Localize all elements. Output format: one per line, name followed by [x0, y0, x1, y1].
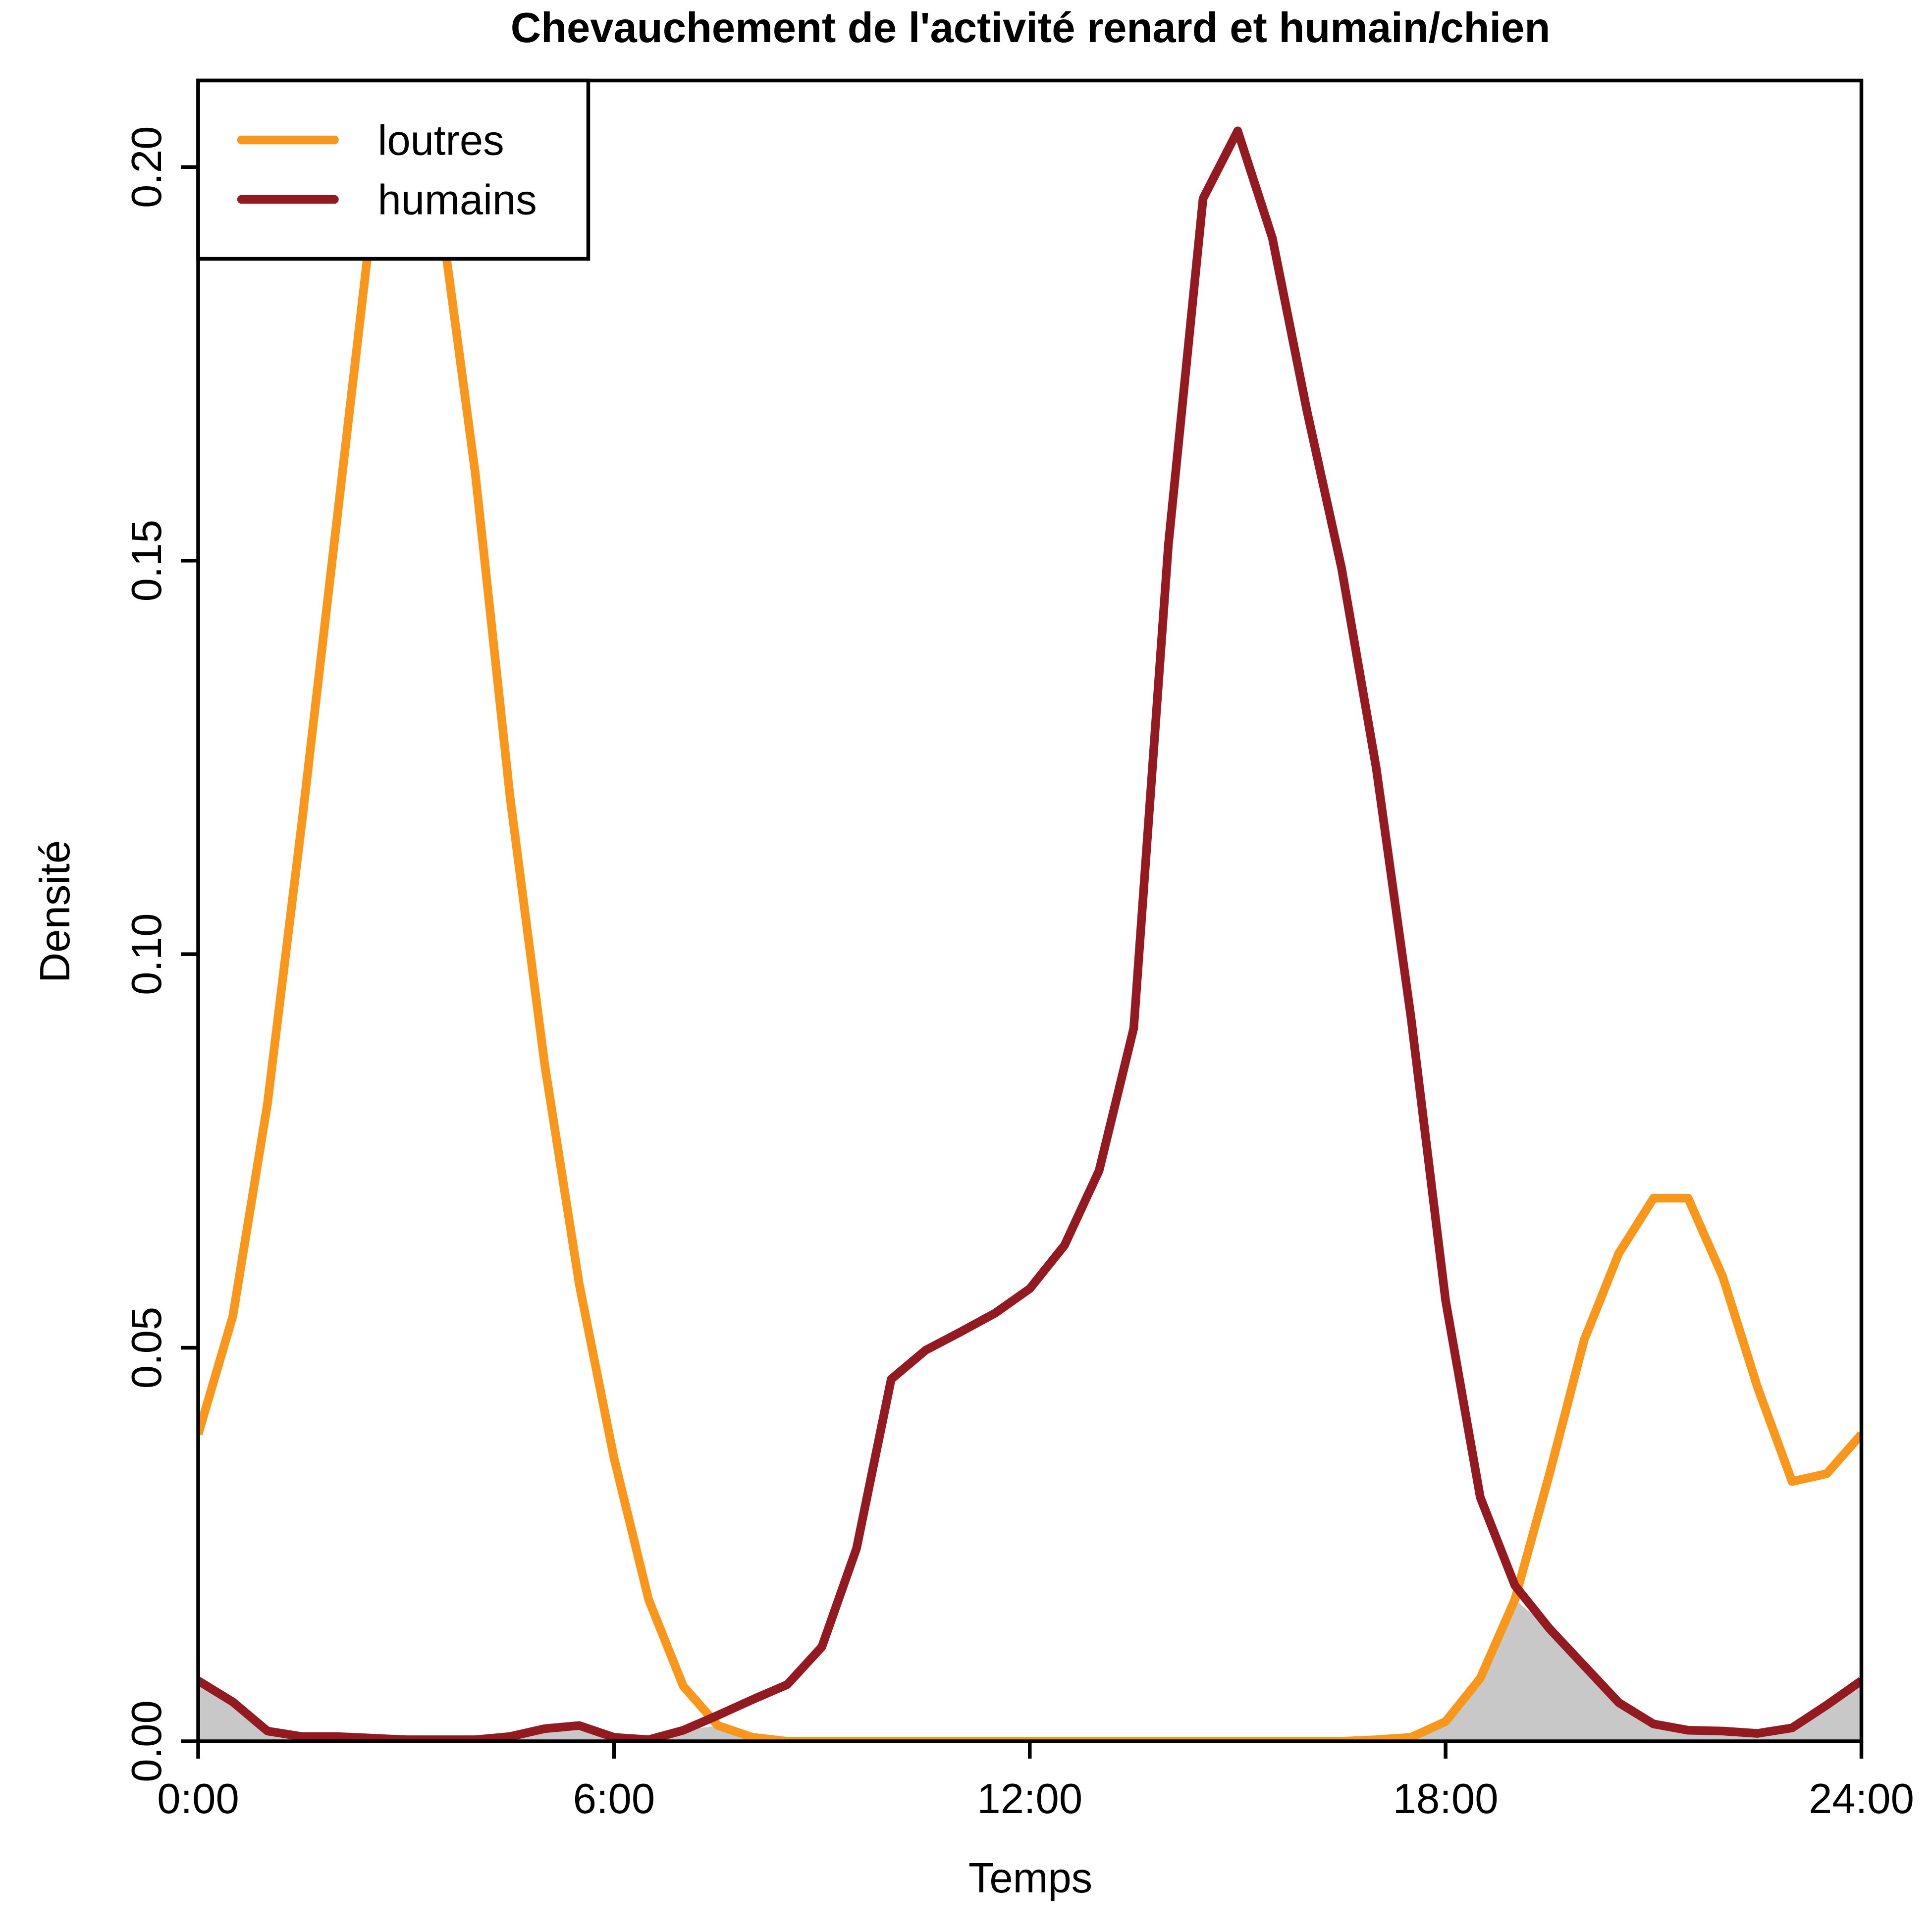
plot-area [198, 80, 1862, 1741]
y-tick-label: 0.05 [123, 1307, 170, 1389]
line-series [198, 126, 1862, 1741]
y-tick-label: 0.10 [123, 913, 170, 995]
y-tick-label: 0.00 [123, 1700, 170, 1782]
legend-label: loutres [378, 117, 504, 164]
y-tick-label: 0.15 [123, 520, 170, 601]
overlap-area [198, 1600, 1862, 1741]
x-tick-label: 12:00 [977, 1775, 1082, 1823]
legend-box [196, 78, 590, 261]
legend-label: humains [378, 177, 537, 224]
y-axis-label: Densité [32, 840, 79, 983]
y-tick-label: 0.20 [123, 126, 170, 208]
x-axis-label: Temps [968, 1855, 1092, 1902]
plot-frame [196, 78, 1864, 1743]
x-tick-label: 18:00 [1393, 1775, 1499, 1823]
x-tick-label: 24:00 [1809, 1775, 1914, 1823]
line-series [198, 80, 1862, 1741]
x-tick-label: 6:00 [573, 1775, 655, 1823]
x-tick-label: 0:00 [157, 1775, 239, 1823]
chart-title: Chevauchement de l'activité renard et hu… [511, 4, 1551, 52]
